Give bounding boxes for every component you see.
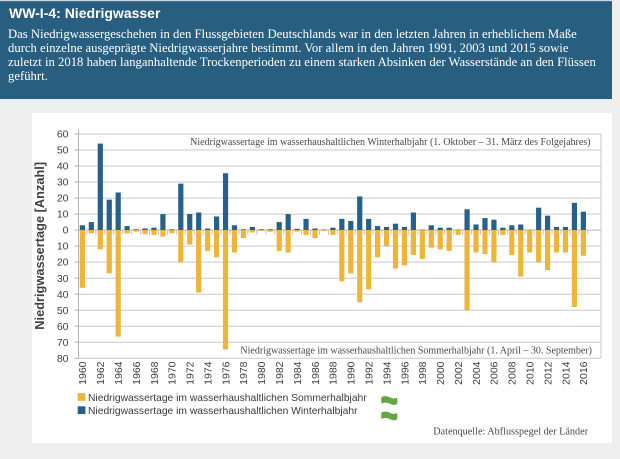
svg-text:40: 40: [57, 161, 69, 173]
svg-text:50: 50: [57, 305, 69, 317]
svg-text:Niedrigwassertage [Anzahl]: Niedrigwassertage [Anzahl]: [32, 162, 47, 330]
svg-text:1974: 1974: [202, 361, 214, 385]
svg-text:2008: 2008: [507, 361, 519, 385]
svg-text:1962: 1962: [95, 361, 107, 385]
svg-text:Niedrigwassertage im wasserhau: Niedrigwassertage im wasserhaushaltliche…: [88, 406, 358, 417]
svg-text:1996: 1996: [399, 361, 411, 385]
svg-text:40: 40: [57, 289, 69, 301]
svg-text:1988: 1988: [328, 361, 340, 385]
svg-text:1990: 1990: [346, 361, 358, 385]
svg-text:1968: 1968: [149, 361, 161, 385]
svg-text:1976: 1976: [220, 361, 232, 385]
svg-text:10: 10: [57, 241, 69, 253]
svg-text:20: 20: [57, 193, 69, 205]
svg-text:60: 60: [57, 321, 69, 333]
svg-text:80: 80: [57, 353, 69, 365]
svg-text:20: 20: [57, 257, 69, 269]
svg-text:1964: 1964: [113, 361, 125, 385]
svg-text:1960: 1960: [77, 361, 89, 385]
svg-text:1992: 1992: [363, 361, 375, 385]
svg-text:Datenquelle: Abflusspegel der: Datenquelle: Abflusspegel der Länder: [433, 427, 588, 438]
svg-text:1980: 1980: [256, 361, 268, 385]
svg-text:30: 30: [57, 177, 69, 189]
svg-text:0: 0: [63, 225, 69, 237]
svg-text:2004: 2004: [471, 361, 483, 385]
svg-text:2014: 2014: [560, 361, 572, 385]
svg-text:Niedrigwassertage im wasserhau: Niedrigwassertage im wasserhaushaltliche…: [240, 346, 592, 357]
svg-text:30: 30: [57, 273, 69, 285]
svg-text:2016: 2016: [578, 361, 590, 385]
svg-text:Niedrigwassertage im wasserhau: Niedrigwassertage im wasserhaushaltliche…: [88, 393, 367, 404]
svg-text:2002: 2002: [453, 361, 465, 385]
svg-text:1970: 1970: [167, 361, 179, 385]
svg-text:2012: 2012: [542, 361, 554, 385]
svg-text:2000: 2000: [435, 361, 447, 385]
svg-text:2006: 2006: [489, 361, 501, 385]
svg-text:60: 60: [57, 129, 69, 141]
svg-text:1986: 1986: [310, 361, 322, 385]
svg-text:70: 70: [57, 337, 69, 349]
svg-text:1994: 1994: [381, 361, 393, 385]
svg-text:1982: 1982: [274, 361, 286, 385]
svg-text:Niedrigwassertage im wasserhau: Niedrigwassertage im wasserhaushaltliche…: [190, 137, 590, 148]
svg-text:1978: 1978: [238, 361, 250, 385]
svg-text:1998: 1998: [417, 361, 429, 385]
svg-text:2010: 2010: [525, 361, 537, 385]
svg-text:10: 10: [57, 209, 69, 221]
svg-text:50: 50: [57, 145, 69, 157]
svg-text:1984: 1984: [292, 361, 304, 385]
svg-text:1966: 1966: [131, 361, 143, 385]
svg-text:1972: 1972: [185, 361, 197, 385]
